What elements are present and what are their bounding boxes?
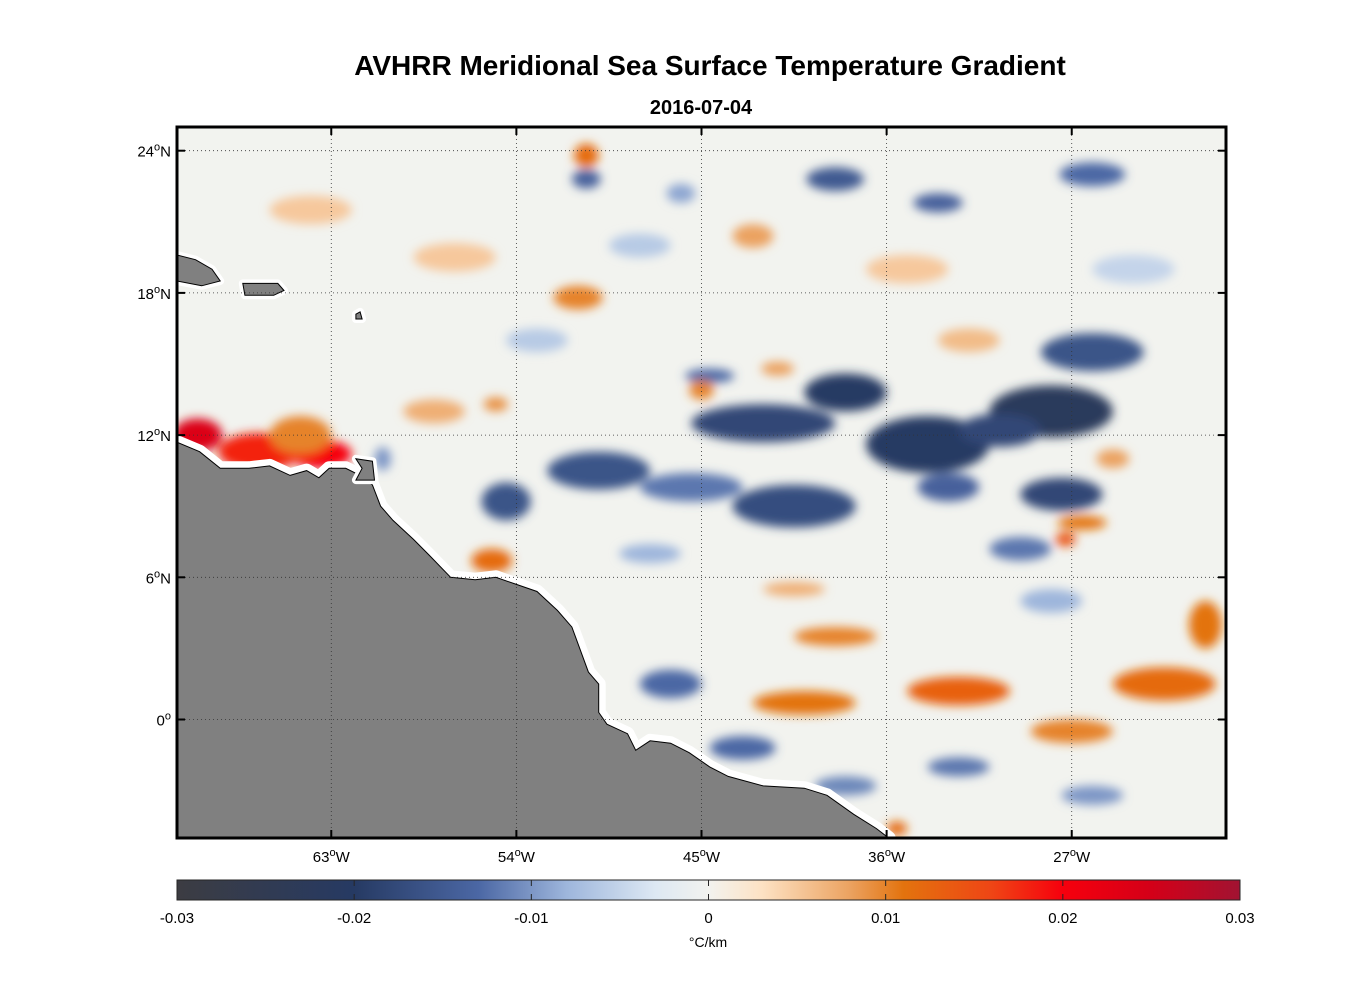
island <box>354 458 376 481</box>
gradient-feature <box>374 446 391 471</box>
tick-label: 24oN <box>137 142 171 161</box>
gradient-feature <box>763 582 825 597</box>
gradient-feature <box>866 254 949 284</box>
gradient-feature <box>732 484 856 528</box>
colorbar-ticks: -0.03 -0.02 -0.01 0 0.01 0.02 0.03 <box>160 880 1255 927</box>
gradient-feature <box>1188 601 1222 649</box>
gradient-feature <box>691 404 836 443</box>
colorbar-bar <box>177 880 1240 900</box>
gradient-feature <box>413 243 496 272</box>
colorbar-label: °C/km <box>689 934 727 950</box>
latitude-labels: 24oN 18oN 12oN 6oN 0o <box>137 142 171 730</box>
gradient-feature <box>1020 589 1083 613</box>
gradient-feature <box>608 233 671 258</box>
gradient-feature <box>1092 254 1175 284</box>
gradient-feature <box>666 183 696 203</box>
land-layer <box>177 251 896 838</box>
gradient-feature <box>403 399 465 424</box>
gradient-feature <box>1040 333 1144 372</box>
colorbar-tick-label: -0.01 <box>514 910 548 927</box>
gradient-feature <box>927 757 990 777</box>
tick-label: 63oW <box>313 847 351 866</box>
gradient-feature <box>806 167 864 191</box>
tick-label: 45oW <box>683 847 721 866</box>
tick-label: 0o <box>157 711 171 730</box>
gradient-feature <box>639 473 743 502</box>
colorbar: -0.03 -0.02 -0.01 0 0.01 0.02 0.03 °C/km <box>160 879 1255 950</box>
gradient-feature <box>938 328 1000 353</box>
gradient-feature <box>483 397 509 412</box>
tick-label: 12oN <box>137 426 171 445</box>
gradient-feature <box>958 413 1041 447</box>
tick-label: 6oN <box>146 568 171 587</box>
gradient-feature <box>547 451 651 490</box>
island <box>355 311 363 320</box>
gradient-feature <box>752 691 856 715</box>
map-frame <box>175 125 1228 840</box>
gradient-feature <box>1061 785 1124 805</box>
colorbar-tick-label: -0.03 <box>160 910 194 927</box>
south-america-land <box>177 441 890 838</box>
gradient-feature <box>761 361 795 376</box>
gradient-feature <box>553 285 603 310</box>
gradient-feature <box>866 416 990 474</box>
longitude-labels: 63oW 54oW 45oW 36oW 27oW <box>313 847 1091 866</box>
colorbar-tick-label: -0.02 <box>337 910 371 927</box>
gradient-feature <box>1112 667 1216 701</box>
chart-title: AVHRR Meridional Sea Surface Temperature… <box>354 50 1066 81</box>
colorbar-tick-label: 0.01 <box>871 910 900 927</box>
tick-label: 18oN <box>137 284 171 303</box>
colorbar-tick-label: 0.03 <box>1225 910 1254 927</box>
gradient-feature <box>269 416 332 455</box>
gradient-feature <box>917 473 980 502</box>
gradient-feature <box>471 548 513 573</box>
gradient-feature <box>1020 477 1103 511</box>
colorbar-tick-label: 0.02 <box>1048 910 1077 927</box>
sst-gradient-field <box>177 143 1222 836</box>
gradient-feature <box>506 328 568 353</box>
tick-label: 36oW <box>868 847 906 866</box>
gradient-feature <box>1055 532 1076 547</box>
gradient-feature <box>709 736 776 760</box>
gradient-feature <box>794 627 877 647</box>
gradient-feature <box>269 195 352 225</box>
gradient-feature <box>989 537 1052 561</box>
gradient-feature <box>913 193 963 213</box>
island <box>177 254 222 287</box>
gradient-feature <box>804 373 887 412</box>
gradient-feature <box>573 143 599 168</box>
graticule <box>177 127 1226 838</box>
gradient-feature <box>685 368 735 383</box>
island <box>242 282 285 296</box>
colorbar-tick-label: 0 <box>704 910 712 927</box>
map-area <box>177 127 1226 838</box>
gradient-feature <box>907 676 1011 706</box>
gradient-feature <box>571 169 601 189</box>
chart-subtitle: 2016-07-04 <box>650 97 753 119</box>
tick-label: 27oW <box>1053 847 1091 866</box>
gradient-feature <box>1096 449 1130 469</box>
gradient-feature <box>689 380 714 400</box>
gradient-feature <box>481 482 531 521</box>
tick-label: 54oW <box>498 847 536 866</box>
gradient-feature <box>639 669 702 699</box>
gradient-feature <box>732 224 774 248</box>
gradient-feature <box>1057 515 1107 530</box>
gradient-feature <box>619 544 681 564</box>
gradient-feature <box>1059 162 1126 187</box>
